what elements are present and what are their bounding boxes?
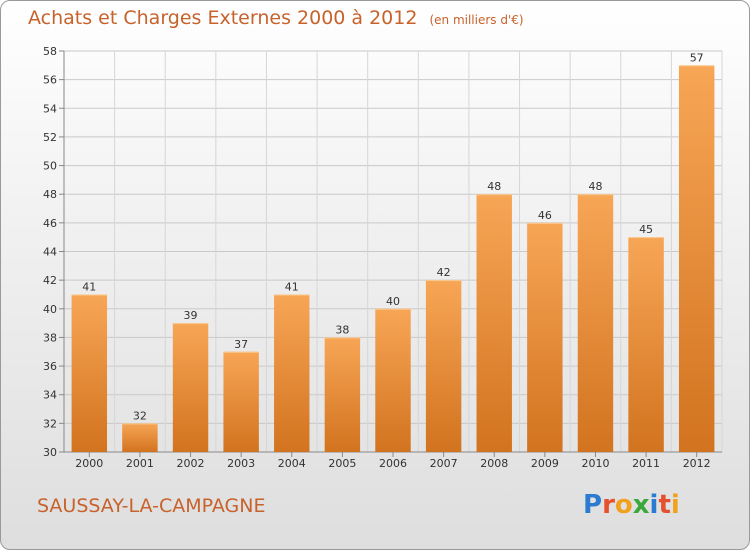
y-tick-label: 38 [43,331,57,344]
x-tick-label: 2003 [227,457,255,470]
data-label: 45 [639,223,653,236]
y-tick-label: 40 [43,303,57,316]
y-tick-label: 34 [43,389,57,402]
data-label: 48 [588,180,602,193]
x-tick-label: 2011 [632,457,660,470]
data-label: 37 [234,338,248,351]
data-label: 48 [487,180,501,193]
bar [324,337,361,452]
x-tick-labels: 2000 2001 2002 2003 2004 2005 2006 2007 2008 2009… [75,457,710,470]
x-tick-label: 2002 [177,457,205,470]
x-tick-label: 2004 [278,457,306,470]
data-label: 41 [285,280,299,293]
logo-letter: x [632,490,650,520]
x-tick-label: 2001 [126,457,154,470]
place-name: SAUSSAY-LA-CAMPAGNE [37,495,266,517]
bar [425,280,462,452]
chart-title: Achats et Charges Externes 2000 à 2012 (e… [28,7,524,29]
y-tick-label: 32 [43,417,57,430]
bar [628,237,664,452]
y-tick-label: 50 [43,160,57,173]
bar [476,194,512,452]
data-label: 46 [538,209,552,222]
bar [122,423,158,452]
data-label: 38 [335,323,349,336]
data-label: 41 [82,280,96,293]
logo-letter: P [583,490,603,520]
x-tick-label: 2008 [480,457,508,470]
bar [71,294,108,452]
bar [577,194,614,452]
x-tick-label: 2012 [683,457,711,470]
y-tick-labels: 30 32 34 36 38 40 42 44 46 48 50 52 54 56 58 [43,45,57,459]
x-tick-label: 2006 [379,457,407,470]
y-tick-label: 42 [43,274,57,287]
logo-letter: t [658,490,671,520]
x-tick-label: 2007 [430,457,458,470]
y-tick-label: 44 [43,246,57,259]
bars [71,65,715,453]
bar [172,323,209,452]
data-label: 40 [386,295,400,308]
y-tick-label: 48 [43,188,57,201]
bar [527,222,563,452]
data-label: 42 [437,266,451,279]
y-tick-label: 58 [43,45,57,58]
bar [274,294,310,452]
data-label: 57 [690,51,704,64]
data-label: 32 [133,409,147,422]
y-tick-label: 30 [43,446,57,459]
logo-letter: r [602,490,615,520]
y-tick-label: 46 [43,217,57,230]
logo-letter: i [649,490,659,520]
bar [678,65,715,453]
value-labels: 41 32 39 37 41 38 40 42 48 46 48 45 57 [82,51,703,422]
y-tick-label: 52 [43,131,57,144]
bar [375,308,411,452]
logo-letter: i [670,490,680,520]
proxiti-logo[interactable]: Proxiti [583,490,680,520]
logo-letter: o [614,490,633,520]
x-tick-label: 2010 [581,457,609,470]
y-tick-label: 36 [43,360,57,373]
data-label: 39 [184,309,198,322]
x-tick-label: 2005 [328,457,356,470]
y-tick-label: 54 [43,102,57,115]
bar [223,351,259,452]
y-tick-label: 56 [43,74,57,87]
title-text: Achats et Charges Externes 2000 à 2012 [28,7,418,29]
unit-label: (en milliers d'€) [429,13,524,27]
x-tick-label: 2000 [75,457,103,470]
x-tick-label: 2009 [531,457,559,470]
